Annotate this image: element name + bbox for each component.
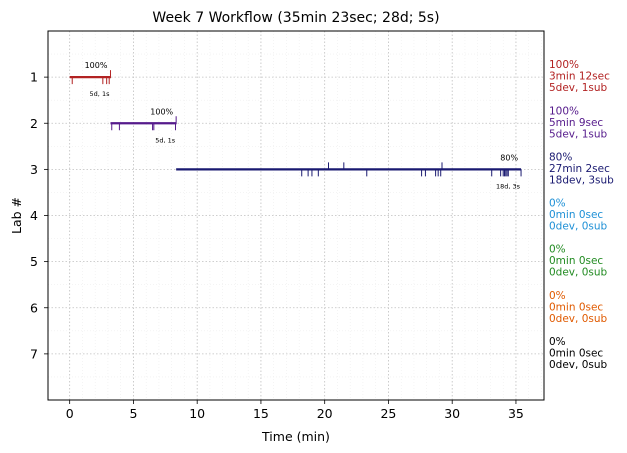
- grid: [48, 31, 544, 401]
- lab-summary-line: 0min 0sec: [549, 347, 603, 359]
- lab-summary-line: 5min 9sec: [549, 117, 603, 129]
- x-tick-label: 15: [253, 406, 269, 421]
- y-tick-label: 7: [30, 346, 38, 361]
- lab-summary-line: 0%: [549, 244, 566, 256]
- y-tick-label: 5: [30, 254, 38, 269]
- lab-summary-line: 0min 0sec: [549, 255, 603, 267]
- bar-percent-label: 80%: [500, 153, 518, 162]
- x-tick-label: 5: [129, 406, 137, 421]
- lab-summary-line: 0%: [549, 336, 566, 348]
- lab-summary-line: 3min 12sec: [549, 71, 610, 83]
- lab-summary-line: 0dev, 0sub: [549, 221, 608, 233]
- lab-summary-line: 80%: [549, 151, 572, 163]
- y-tick-label: 6: [30, 300, 38, 315]
- y-tick-label: 3: [30, 162, 38, 177]
- lab-summary-line: 0min 0sec: [549, 301, 603, 313]
- x-tick-label: 30: [444, 406, 460, 421]
- lab-summary-line: 0%: [549, 290, 566, 302]
- lab-summary-line: 0%: [549, 198, 566, 210]
- lab-summary-line: 0dev, 0sub: [549, 313, 608, 325]
- lab-summary-line: 0min 0sec: [549, 209, 603, 221]
- lab-summary-line: 0dev, 0sub: [549, 359, 608, 371]
- bar-count-label: 5d, 1s: [90, 90, 111, 98]
- lab-summary-line: 5dev, 1sub: [549, 128, 608, 140]
- lab-summary-line: 5dev, 1sub: [549, 82, 608, 94]
- x-tick-label: 35: [508, 406, 524, 421]
- x-tick-label: 10: [189, 406, 205, 421]
- lab-bars: 100% 5d, 1s 100% 5d, 1s 80% 18d, 3s: [69, 61, 522, 190]
- x-axis-label: Time (min): [261, 429, 330, 444]
- bar-count-label: 5d, 1s: [155, 136, 176, 144]
- y-tick-label: 2: [30, 116, 38, 131]
- x-tick-label: 20: [317, 406, 333, 421]
- lab-summary-line: 100%: [549, 105, 579, 117]
- x-tick-label: 25: [380, 406, 396, 421]
- bar-percent-label: 100%: [150, 107, 173, 116]
- chart-title: Week 7 Workflow (35min 23sec; 28d; 5s): [152, 10, 439, 26]
- bar-percent-label: 100%: [85, 61, 108, 70]
- y-tick-label: 4: [30, 208, 38, 223]
- lab-summary-line: 27min 2sec: [549, 163, 610, 175]
- bar-count-label: 18d, 3s: [496, 182, 521, 190]
- lab-summary-line: 0dev, 0sub: [549, 267, 608, 279]
- lab-summary-line: 100%: [549, 59, 579, 71]
- y-tick-label: 1: [30, 70, 38, 85]
- axis-ticks: 0 5 10 15 20 25 30 35 1 2 3 4 5 6 7: [30, 70, 524, 421]
- x-tick-label: 0: [66, 406, 74, 421]
- y-axis-label: Lab #: [9, 197, 24, 234]
- lab-summary-line: 18dev, 3sub: [549, 174, 614, 186]
